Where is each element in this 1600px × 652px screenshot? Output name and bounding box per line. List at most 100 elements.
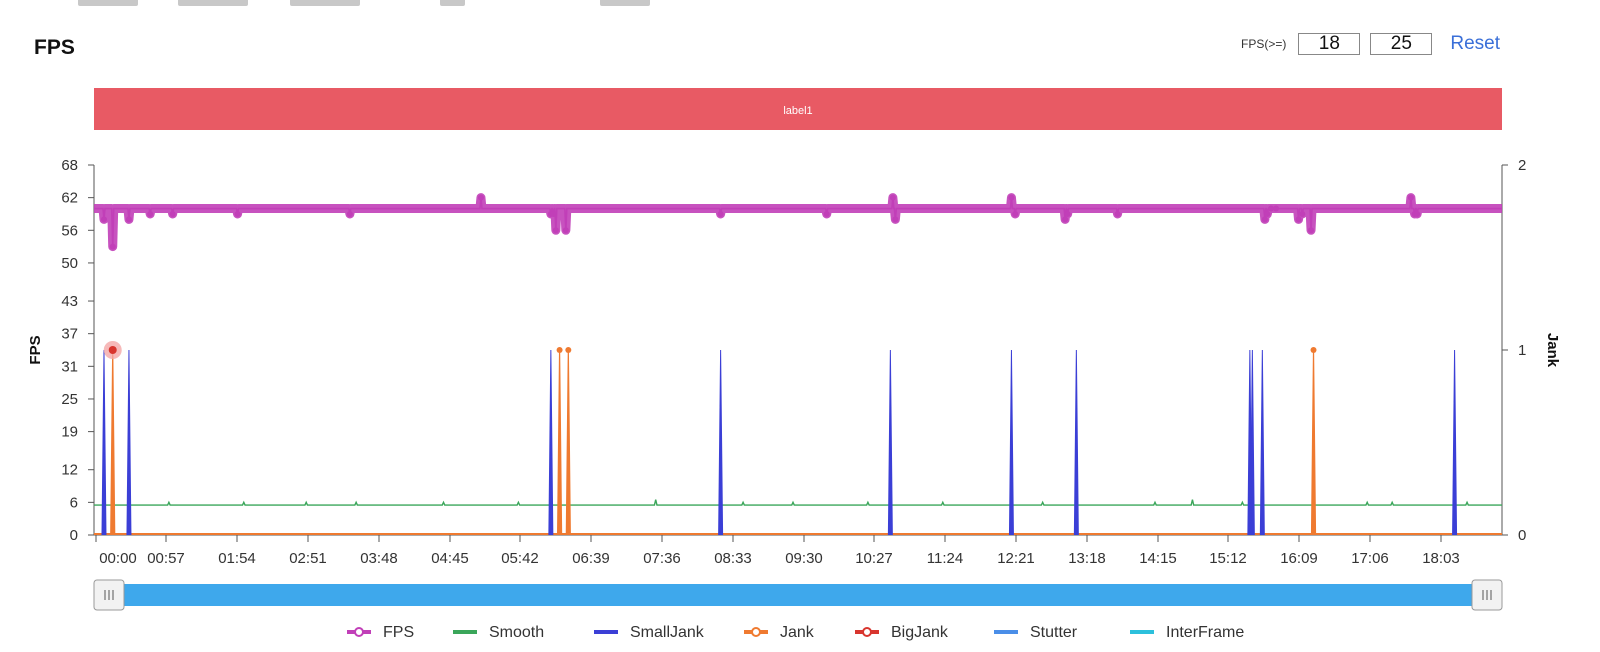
legend-label: Stutter — [1030, 624, 1078, 641]
series-fps-point — [1414, 210, 1421, 217]
legend: FPS Smooth SmallJank Jank BigJank Stutter Inte… — [347, 624, 1244, 641]
legend-item-bigjank[interactable]: BigJank — [855, 624, 949, 641]
series-fps-band — [94, 193, 1502, 252]
x-tick-label: 11:24 — [927, 550, 963, 567]
zoom-slider[interactable] — [93, 579, 1503, 611]
x-tick-label: 13:18 — [1068, 550, 1106, 567]
series-fps-point — [823, 210, 830, 217]
legend-item-smalljank[interactable]: SmallJank — [594, 624, 705, 641]
legend-item-fps[interactable]: FPS — [347, 624, 414, 641]
x-tick-label: 00:57 — [147, 550, 185, 567]
x-tick-label: 08:33 — [714, 550, 752, 567]
right-axis-label: Jank — [1544, 333, 1561, 368]
x-tick-label: 00:00 — [99, 550, 137, 567]
slider-right-handle[interactable] — [1471, 579, 1503, 611]
fps-threshold-high-input[interactable] — [1370, 33, 1433, 55]
legend-item-interframe[interactable]: InterFrame — [1130, 624, 1244, 641]
series-fps-point — [889, 194, 896, 201]
series-layer — [94, 193, 1502, 536]
legend-item-stutter[interactable]: Stutter — [994, 624, 1078, 641]
legend-marker — [751, 627, 761, 637]
x-tick-label: 10:27 — [855, 550, 893, 567]
left-tick-label: 56 — [61, 222, 78, 239]
series-smalljank-spike — [1452, 349, 1458, 536]
fps-threshold-controls: FPS(>=) Reset — [1241, 33, 1500, 55]
legend-marker — [862, 627, 872, 637]
left-tick-label: 6 — [70, 494, 78, 511]
series-fps-point — [477, 194, 484, 201]
left-tick-label: 31 — [61, 358, 78, 375]
legend-label: Smooth — [489, 624, 544, 641]
series-fps-point — [169, 210, 176, 217]
series-fps-point — [1114, 210, 1121, 217]
left-tick-label: 25 — [61, 391, 78, 408]
series-fps-point — [562, 227, 569, 234]
right-tick-label: 2 — [1518, 157, 1526, 174]
series-smalljank-spike — [548, 349, 554, 536]
series-fps-point — [346, 210, 353, 217]
x-tick-label: 07:36 — [643, 550, 681, 567]
legend-item-smooth[interactable]: Smooth — [453, 624, 544, 641]
legend-label: BigJank — [891, 624, 949, 641]
x-tick-label: 15:12 — [1209, 550, 1247, 567]
x-tick-label: 16:09 — [1280, 550, 1318, 567]
left-tick-label: 68 — [61, 157, 78, 174]
series-fps-point — [717, 210, 724, 217]
series-smalljank-spike — [718, 349, 724, 536]
series-fps-point — [552, 227, 559, 234]
x-tick-label: 05:42 — [501, 550, 539, 567]
series-smalljank-spike — [1008, 349, 1014, 536]
series-fps-point — [1407, 194, 1414, 201]
series-fps-point — [100, 216, 107, 223]
slider-track — [94, 584, 1502, 606]
left-tick-label: 43 — [61, 293, 78, 310]
legend-label: FPS — [383, 624, 414, 641]
left-tick-label: 62 — [61, 190, 78, 207]
legend-item-jank[interactable]: Jank — [744, 624, 815, 641]
fps-threshold-low-input[interactable] — [1298, 33, 1361, 55]
x-tick-label: 02:51 — [289, 550, 327, 567]
series-smalljank-spike — [1249, 349, 1255, 536]
fps-threshold-label: FPS(>=) — [1241, 37, 1287, 51]
series-smooth-line — [94, 499, 1502, 506]
top-cut-off-strip — [0, 0, 1600, 6]
series-fps-point — [1264, 210, 1271, 217]
slider-left-handle[interactable] — [93, 579, 125, 611]
series-fps-point — [1062, 216, 1069, 223]
series-jank-spike — [110, 349, 116, 536]
series-fps-point — [1295, 216, 1302, 223]
series-fps-point — [1268, 205, 1275, 212]
series-smalljank-spike — [126, 349, 132, 536]
reset-link[interactable]: Reset — [1450, 33, 1500, 54]
series-jank-point — [556, 347, 563, 353]
series-fps-point — [1299, 210, 1306, 217]
label-band[interactable] — [94, 88, 1502, 130]
series-smalljank-spike — [101, 349, 107, 536]
left-axis-label: FPS — [27, 335, 44, 364]
x-tick-label: 14:15 — [1139, 550, 1177, 567]
legend-label: Jank — [780, 624, 815, 641]
x-tick-label: 01:54 — [218, 550, 256, 567]
x-tick-label: 17:06 — [1351, 550, 1389, 567]
legend-label: InterFrame — [1166, 624, 1244, 641]
series-jank-point — [1310, 347, 1317, 353]
series-jank-spike — [556, 349, 563, 536]
series-jank-spike — [1310, 349, 1317, 536]
series-fps-point — [1273, 205, 1280, 212]
series-fps-point — [1261, 216, 1268, 223]
series-fps-point — [1012, 210, 1019, 217]
x-tick-label: 12:21 — [997, 550, 1035, 567]
legend-label: SmallJank — [630, 624, 705, 641]
series-jank-spike — [565, 349, 571, 536]
series-fps-point — [1008, 194, 1015, 201]
page-title: FPS — [34, 36, 75, 59]
label-band-text: label1 — [783, 105, 812, 117]
series-bigjank-point — [108, 346, 117, 354]
left-tick-label: 0 — [70, 527, 78, 544]
series-fps-point — [125, 216, 132, 223]
series-smalljank-spike — [1259, 349, 1265, 536]
legend-marker — [354, 627, 364, 637]
right-tick-label: 1 — [1518, 342, 1526, 359]
